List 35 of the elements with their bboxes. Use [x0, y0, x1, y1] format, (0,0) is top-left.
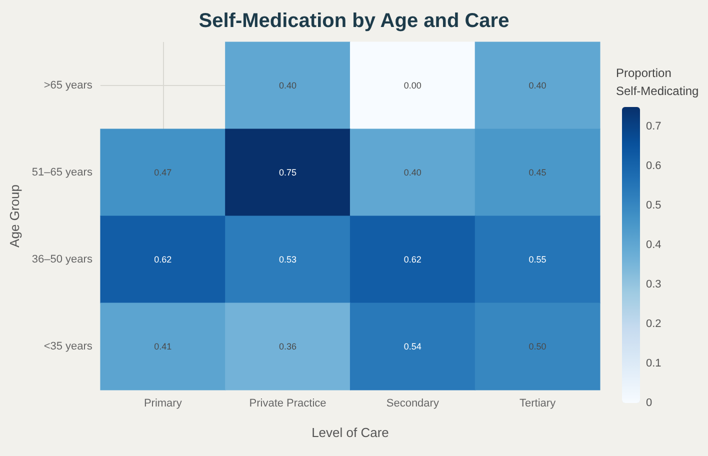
data-label: 0.41 — [154, 342, 172, 352]
y-axis-title: Age Group — [7, 184, 22, 248]
data-label: 0.62 — [154, 254, 172, 264]
x-tick-label: Primary — [144, 398, 182, 410]
x-tick-label: Private Practice — [249, 398, 326, 410]
data-label: 0.47 — [154, 168, 172, 178]
y-tick-label: 36–50 years — [32, 254, 93, 266]
data-label: 0.55 — [528, 254, 546, 264]
data-label: 0.75 — [279, 168, 297, 178]
data-label: 0.45 — [528, 168, 546, 178]
color-bar-label: 0.6 — [646, 160, 662, 172]
data-label: 0.40 — [279, 80, 297, 90]
x-tick-label: Tertiary — [520, 398, 556, 410]
color-bar-label: 0.2 — [646, 318, 662, 330]
data-label: 0.50 — [528, 342, 546, 352]
data-label: 0.36 — [279, 342, 297, 352]
color-bar-title: Proportion Self-Medicating — [616, 66, 699, 98]
x-tick-label: Secondary — [386, 398, 440, 410]
y-tick-label: >65 years — [44, 80, 93, 92]
data-label: 0.53 — [279, 254, 297, 264]
color-bar-label: 0 — [646, 397, 652, 409]
color-bar-label: 0.1 — [646, 358, 662, 370]
color-bar-label: 0.5 — [646, 200, 662, 212]
x-axis-title: Level of Care — [312, 425, 389, 440]
data-label: 0.40 — [528, 80, 546, 90]
data-label: 0.00 — [404, 80, 422, 90]
data-label: 0.54 — [404, 342, 422, 352]
data-label: 0.62 — [404, 254, 422, 264]
color-bar-label: 0.3 — [646, 278, 662, 291]
y-tick-label: 51–65 years — [32, 166, 93, 178]
chart-title: Self-Medication by Age and Care — [198, 10, 510, 32]
color-bar-label: 0.4 — [646, 239, 662, 252]
data-label: 0.40 — [404, 168, 422, 178]
y-tick-label: <35 years — [44, 340, 93, 352]
color-bar-label: 0.7 — [646, 120, 662, 133]
